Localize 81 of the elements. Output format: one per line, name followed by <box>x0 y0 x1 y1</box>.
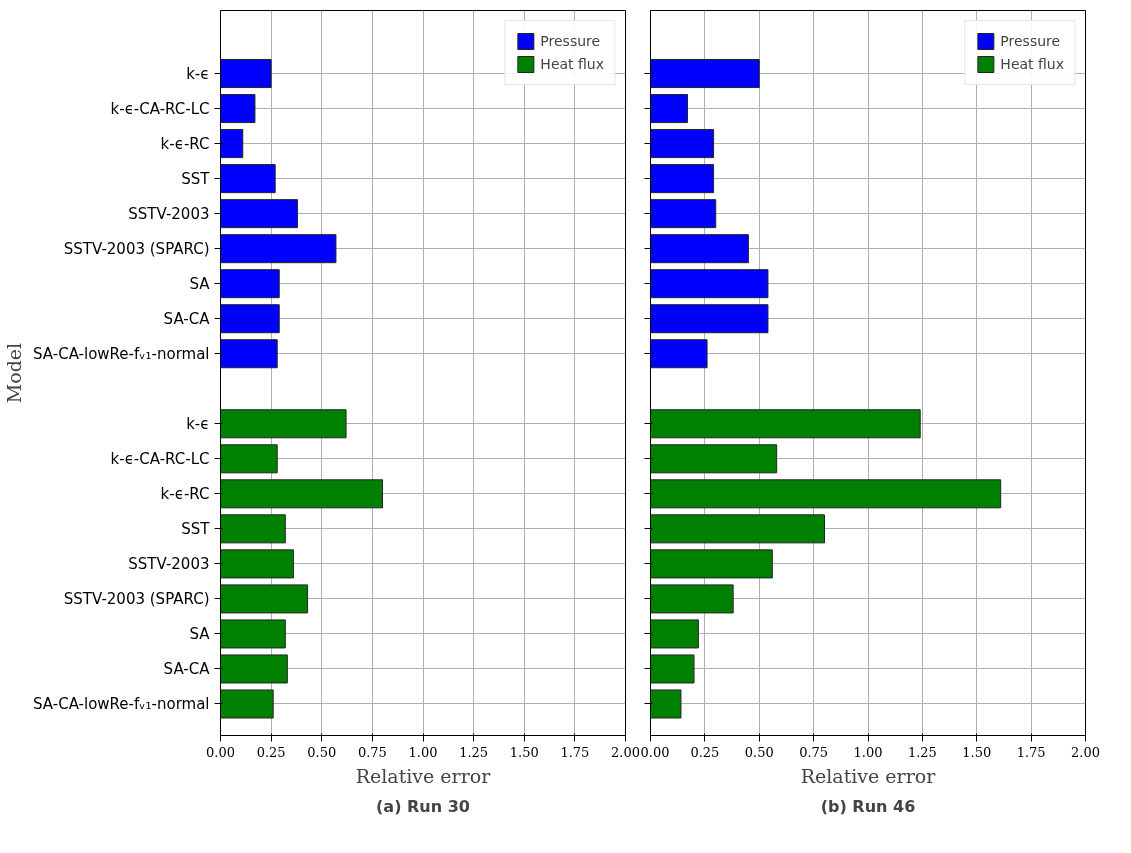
bar <box>650 59 760 89</box>
bar <box>220 479 383 509</box>
y-tick-label: k-ϵ-RC <box>160 484 210 503</box>
y-tick-label: k-ϵ-CA-RC-LC <box>110 449 210 468</box>
x-tick-label: 0.75 <box>357 744 387 760</box>
x-tick-label: 0.00 <box>640 744 670 760</box>
x-tick-label: 1.75 <box>1016 744 1046 760</box>
x-tick-label: 0.00 <box>206 744 235 760</box>
bar <box>220 164 276 194</box>
y-tick-label: SST <box>181 169 211 188</box>
x-tick-label: 2.00 <box>1071 744 1100 760</box>
bar <box>220 94 256 124</box>
bar <box>220 689 274 719</box>
bar <box>220 269 280 299</box>
x-tick-label: 1.75 <box>560 744 590 760</box>
legend-label: Heat flux <box>540 56 604 72</box>
bar <box>650 164 715 194</box>
bar <box>220 584 309 614</box>
bar <box>650 304 769 334</box>
x-tick-label: 1.00 <box>408 744 438 760</box>
text: (a) Run 30 <box>376 796 470 816</box>
y-tick-label: SA <box>189 624 211 643</box>
x-tick-label: 1.50 <box>962 744 992 760</box>
bar <box>650 584 734 614</box>
bar <box>220 619 286 649</box>
bar <box>650 234 749 264</box>
bar <box>220 59 272 89</box>
x-tick-label: 0.50 <box>744 744 774 760</box>
x-tick-label: 1.00 <box>853 744 883 760</box>
x-tick-label: 0.50 <box>307 744 337 760</box>
x-tick-label: 1.50 <box>509 744 539 760</box>
y-tick-label: k-ϵ-CA-RC-LC <box>110 99 210 118</box>
bar <box>220 654 288 684</box>
bar <box>650 199 717 229</box>
text: (b) Run 46 <box>820 796 916 816</box>
x-tick-label: 0.25 <box>690 744 720 760</box>
bar <box>650 619 699 649</box>
bar <box>220 339 278 369</box>
bar <box>650 409 921 439</box>
y-tick-label: SA-CA <box>163 309 211 328</box>
y-tick-label: k-ϵ <box>186 414 210 433</box>
y-tick-label: SA-CA <box>163 659 211 678</box>
bar <box>650 129 715 159</box>
x-axis-title: Relative error <box>800 764 937 787</box>
y-tick-label: SA <box>189 274 211 293</box>
y-tick-label: SSTV-2003 <box>128 554 210 573</box>
x-tick-label: 2.00 <box>611 744 640 760</box>
bar <box>220 409 347 439</box>
y-tick-label: SST <box>181 519 211 538</box>
x-tick-label: 0.25 <box>256 744 286 760</box>
bar <box>220 549 294 579</box>
bar <box>650 444 778 474</box>
bar <box>650 269 769 299</box>
y-tick-label: SA-CA-lowRe-fᵥ₁-normal <box>33 344 210 363</box>
x-tick-label: 0.75 <box>799 744 829 760</box>
bar <box>650 94 688 124</box>
y-tick-label: SSTV-2003 <box>128 204 210 223</box>
bar <box>650 654 695 684</box>
y-tick-label: k-ϵ-RC <box>160 134 210 153</box>
bar <box>650 549 773 579</box>
y-tick-label: SA-CA-lowRe-fᵥ₁-normal <box>33 694 210 713</box>
bar <box>650 339 708 369</box>
bar <box>650 689 682 719</box>
legend-label: Pressure <box>540 33 601 49</box>
bar <box>650 514 825 544</box>
y-tick-label: SSTV-2003 (SPARC) <box>63 239 210 258</box>
x-axis-title: Relative error <box>355 764 492 787</box>
bar <box>220 304 280 334</box>
y-tick-label: k-ϵ <box>186 64 210 83</box>
bar <box>220 444 278 474</box>
bar <box>650 479 1002 509</box>
bar <box>220 514 286 544</box>
legend-label: Heat flux <box>1000 56 1064 72</box>
x-tick-label: 1.25 <box>459 744 489 760</box>
y-axis-title: Model <box>3 342 26 404</box>
y-tick-label: SSTV-2003 (SPARC) <box>63 589 210 608</box>
x-tick-label: 1.25 <box>907 744 937 760</box>
bar <box>220 199 298 229</box>
bar <box>220 129 244 159</box>
legend-label: Pressure <box>1000 33 1061 49</box>
bar <box>220 234 337 264</box>
